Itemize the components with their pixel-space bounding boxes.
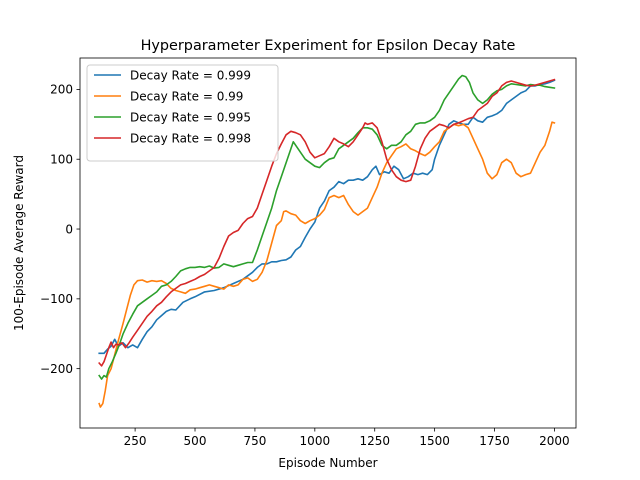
y-axis: −200 −100 0 100 200 xyxy=(40,83,80,376)
y-tick-label: −100 xyxy=(40,292,73,306)
x-tick-label: 500 xyxy=(184,434,207,448)
x-tick-label: 250 xyxy=(124,434,147,448)
y-tick-label: 0 xyxy=(65,222,73,236)
x-tick-label: 1750 xyxy=(479,434,510,448)
series-line-2 xyxy=(98,74,556,380)
x-tick-label: 2000 xyxy=(539,434,570,448)
series-line-3 xyxy=(98,78,556,367)
series-line-0 xyxy=(98,79,556,355)
x-axis-label: Episode Number xyxy=(278,456,377,470)
legend-box xyxy=(86,64,279,162)
legend-label-3: Decay Rate = 0.998 xyxy=(130,131,251,145)
x-tick-label: 1000 xyxy=(300,434,331,448)
y-tick-label: 200 xyxy=(50,83,73,97)
y-tick-label: −200 xyxy=(40,362,73,376)
plot-frame xyxy=(79,57,577,429)
series-line-1 xyxy=(98,121,556,408)
legend: Decay Rate = 0.999 Decay Rate = 0.99 Decay… xyxy=(86,64,279,162)
x-tick-label: 1250 xyxy=(359,434,390,448)
chart-title: Hyperparameter Experiment for Epsilon De… xyxy=(141,38,516,54)
series-layer xyxy=(98,74,556,408)
legend-label-0: Decay Rate = 0.999 xyxy=(130,68,251,82)
x-tick-label: 750 xyxy=(243,434,266,448)
y-axis-label: 100-Episode Average Reward xyxy=(12,155,26,331)
x-axis: 250 500 750 1000 1250 1500 1750 2000 xyxy=(124,428,570,448)
legend-label-1: Decay Rate = 0.99 xyxy=(130,89,243,103)
legend-label-2: Decay Rate = 0.995 xyxy=(130,110,251,124)
y-tick-label: 100 xyxy=(50,153,73,167)
x-tick-label: 1500 xyxy=(419,434,450,448)
